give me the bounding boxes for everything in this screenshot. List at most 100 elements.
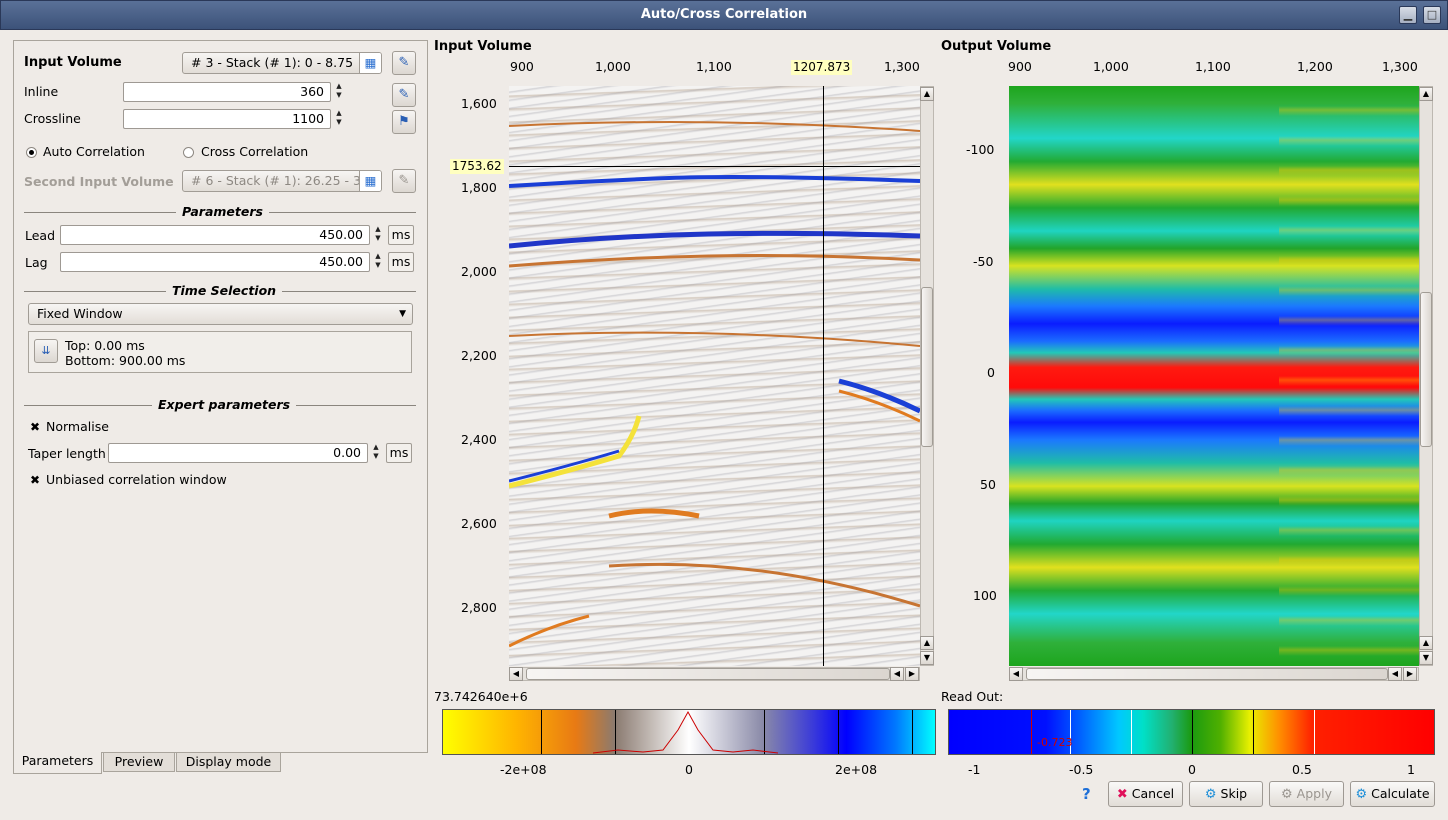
output-x-tick: 1,200: [1297, 59, 1333, 74]
cancel-label: Cancel: [1131, 786, 1175, 801]
output-colorbar-tick: -0.5: [1069, 762, 1094, 777]
input-colorbar[interactable]: [442, 709, 936, 755]
scroll-left-icon[interactable]: ◀: [1388, 667, 1402, 681]
output-colorbar-tick: 0.5: [1292, 762, 1312, 777]
output-colorbar-tick: -1: [968, 762, 981, 777]
output-vertical-scrollbar[interactable]: ▲ ▲ ▼: [1419, 86, 1433, 666]
cross-correlation-radio[interactable]: [183, 147, 194, 158]
input-x-tick: 1,100: [696, 59, 732, 74]
histogram-curve: [592, 710, 779, 754]
scroll-handle[interactable]: [526, 668, 890, 680]
pick-volume-icon[interactable]: ✎: [392, 51, 416, 75]
input-volume-value: # 3 - Stack (# 1): 0 - 8.75: [191, 55, 354, 70]
inline-spinner[interactable]: ▲ ▼: [336, 82, 342, 99]
scroll-left-icon[interactable]: ◀: [1009, 667, 1023, 681]
output-horizontal-scrollbar[interactable]: ◀ ◀ ▶: [1009, 667, 1419, 681]
help-icon[interactable]: ?: [1082, 785, 1091, 803]
scroll-up-icon[interactable]: ▲: [1419, 636, 1433, 650]
output-colorbar[interactable]: -0.723: [948, 709, 1435, 755]
output-x-tick: 1,100: [1195, 59, 1231, 74]
scroll-left-icon[interactable]: ◀: [890, 667, 904, 681]
expert-section-title: Expert parameters: [152, 397, 297, 412]
inline-field[interactable]: 360: [123, 82, 331, 102]
lead-label: Lead: [25, 228, 56, 243]
time-selection-select[interactable]: Fixed Window ▼: [28, 303, 413, 325]
skip-label: Skip: [1220, 786, 1248, 801]
lead-field[interactable]: 450.00: [60, 225, 370, 245]
output-y-tick: 0: [987, 365, 995, 380]
second-input-label: Second Input Volume: [24, 174, 174, 189]
scroll-up-icon[interactable]: ▲: [920, 87, 934, 101]
input-y-tick: 2,200: [461, 348, 497, 363]
taper-length-spinner[interactable]: ▲ ▼: [373, 443, 379, 460]
second-input-select[interactable]: # 6 - Stack (# 1): 26.25 - 3 ▦: [182, 170, 382, 192]
auto-correlation-radio[interactable]: [26, 147, 37, 158]
parameters-section-title: Parameters: [176, 204, 269, 219]
lag-label: Lag: [25, 255, 48, 270]
second-input-value: # 6 - Stack (# 1): 26.25 - 3: [191, 173, 361, 188]
lead-spinner[interactable]: ▲ ▼: [375, 225, 381, 242]
output-x-tick: 900: [1008, 59, 1032, 74]
grid-icon: ▦: [359, 171, 381, 191]
inline-label: Inline: [24, 84, 59, 99]
unbiased-checkbox[interactable]: ✖: [29, 473, 41, 487]
pick-position-icon[interactable]: ✎: [392, 83, 416, 107]
top-time-text: Top: 0.00 ms: [65, 338, 145, 353]
scroll-left-icon[interactable]: ◀: [509, 667, 523, 681]
scroll-right-icon[interactable]: ▶: [905, 667, 919, 681]
crossline-spinner[interactable]: ▲ ▼: [336, 109, 342, 126]
minimize-icon[interactable]: ▁: [1399, 6, 1417, 24]
taper-length-label: Taper length: [28, 446, 106, 461]
scroll-up-icon[interactable]: ▲: [920, 636, 934, 650]
scroll-down-icon[interactable]: ▼: [1419, 651, 1433, 665]
maximize-icon[interactable]: □: [1423, 6, 1441, 24]
expand-icon[interactable]: ⇊: [34, 339, 58, 363]
taper-length-field[interactable]: 0.00: [108, 443, 368, 463]
correlation-heatmap[interactable]: [1009, 86, 1419, 666]
crossline-field[interactable]: 1100: [123, 109, 331, 129]
parameters-panel: Input Volume # 3 - Stack (# 1): 0 - 8.75…: [13, 40, 428, 753]
input-volume-select[interactable]: # 3 - Stack (# 1): 0 - 8.75 ▦: [182, 52, 382, 74]
scroll-right-icon[interactable]: ▶: [1403, 667, 1417, 681]
window-title-bar: Auto/Cross Correlation ▁ □: [0, 0, 1448, 30]
tab-display-mode[interactable]: Display mode: [176, 752, 281, 772]
lag-spinner[interactable]: ▲ ▼: [375, 252, 381, 269]
lag-unit: ms: [388, 252, 414, 272]
input-colorbar-tick: 2e+08: [835, 762, 878, 777]
input-x-tick: 1,000: [595, 59, 631, 74]
cursor-y-readout: 1753.62: [450, 159, 504, 174]
lag-field[interactable]: 450.00: [60, 252, 370, 272]
scroll-handle[interactable]: [921, 287, 933, 447]
heatmap-texture: [1279, 86, 1419, 666]
scroll-handle[interactable]: [1026, 668, 1388, 680]
scroll-handle[interactable]: [1420, 292, 1432, 447]
calculate-label: Calculate: [1371, 786, 1430, 801]
crosshair-vertical: [823, 86, 824, 666]
tab-preview[interactable]: Preview: [103, 752, 175, 772]
tab-parameters[interactable]: Parameters: [13, 752, 102, 774]
input-vertical-scrollbar[interactable]: ▲ ▲ ▼: [920, 86, 934, 666]
value-readout: 73.742640e+6: [434, 689, 528, 704]
output-y-tick: 100: [973, 588, 997, 603]
input-viewer-title: Input Volume: [434, 39, 532, 54]
input-y-tick: 2,800: [461, 600, 497, 615]
flag-icon[interactable]: ⚑: [392, 110, 416, 134]
lead-unit: ms: [388, 225, 414, 245]
output-y-tick: 50: [980, 477, 996, 492]
cancel-button[interactable]: ✖ Cancel: [1108, 781, 1183, 807]
input-horizontal-scrollbar[interactable]: ◀ ◀ ▶: [509, 667, 920, 681]
calculate-button[interactable]: ⚙ Calculate: [1350, 781, 1435, 807]
skip-button[interactable]: ⚙ Skip: [1189, 781, 1263, 807]
seismic-section[interactable]: [509, 86, 920, 666]
window-title: Auto/Cross Correlation: [640, 7, 808, 22]
normalise-checkbox[interactable]: ✖: [29, 420, 41, 434]
time-selection-title: Time Selection: [166, 283, 283, 298]
scroll-up-icon[interactable]: ▲: [1419, 87, 1433, 101]
seismic-horizons: [509, 121, 920, 648]
pick-second-volume-icon[interactable]: ✎: [392, 169, 416, 193]
auto-correlation-label: Auto Correlation: [43, 144, 145, 159]
scroll-down-icon[interactable]: ▼: [920, 651, 934, 665]
apply-button[interactable]: ⚙ Apply: [1269, 781, 1344, 807]
normalise-label: Normalise: [46, 419, 109, 434]
readout-label: Read Out:: [941, 689, 1004, 704]
